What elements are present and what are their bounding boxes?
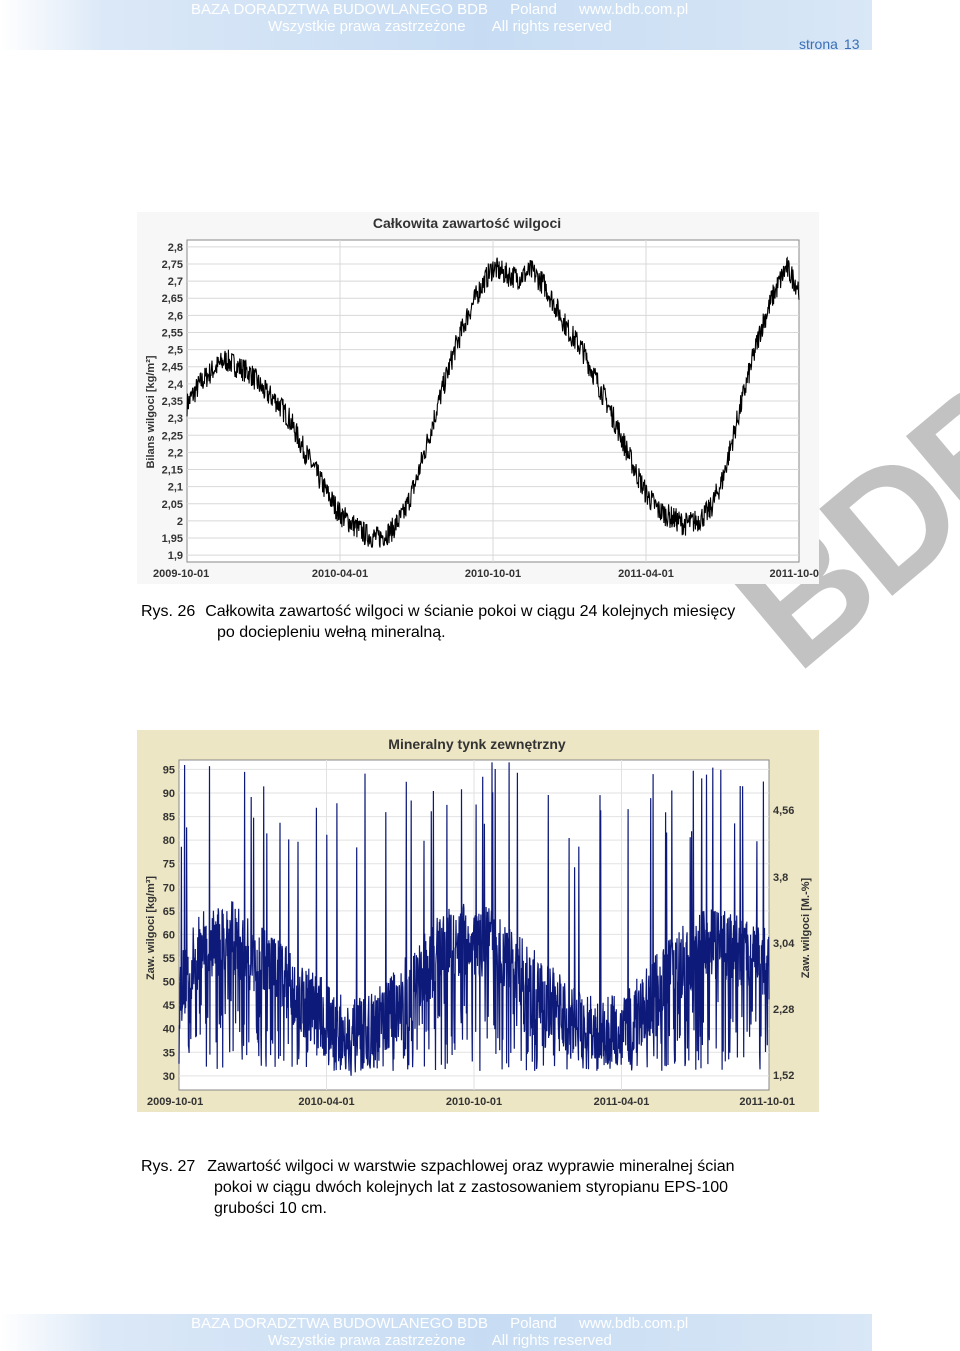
- header-website[interactable]: www.bdb.com.pl: [579, 1, 689, 18]
- header-rights-en: All rights reserved: [491, 18, 612, 35]
- chart1-ytick-label: 2,6: [168, 310, 183, 322]
- caption-27-text-2: pokoi w ciągu dwóch kolejnych lat z zast…: [214, 1179, 729, 1196]
- caption-27-number: Rys. 27: [141, 1158, 196, 1175]
- chart-mineral-plaster: Mineralny tynk zewnętrzny 95 90 85 80 75 70 65…: [137, 730, 819, 1112]
- chart1-ytick-label: 2,35: [162, 396, 183, 408]
- footer-rights-en: All rights reserved: [491, 1332, 612, 1349]
- chart1-ylabel: Bilans wilgoci [kg/m²]: [145, 355, 157, 468]
- header-country: Poland: [510, 1, 557, 18]
- chart1-xtick-label: 2011-04-01: [618, 568, 674, 580]
- footer-org: BAZA DORADZTWA BUDOWLANEGO BDB: [191, 1315, 488, 1332]
- chart2-y2tick-label: 4,56: [773, 805, 794, 817]
- chart1-ytick-label: 2,25: [162, 430, 183, 442]
- footer-line-1: BAZA DORADZTWA BUDOWLANEGO BDB Poland ww…: [191, 1315, 688, 1332]
- chart2-ytick-label: 35: [163, 1047, 175, 1059]
- chart2-y2tick-label: 2,28: [773, 1004, 794, 1016]
- chart1-ytick-label: 2: [177, 516, 183, 528]
- header-org: BAZA DORADZTWA BUDOWLANEGO BDB: [191, 1, 488, 18]
- chart2-ytick-label: 45: [163, 1000, 175, 1012]
- chart2-ytick-label: 75: [163, 859, 175, 871]
- chart2-y2label: Zaw. wilgoci [M.-%]: [800, 877, 812, 978]
- caption-27-text-3: grubości 10 cm.: [214, 1200, 327, 1217]
- chart1-ytick-label: 2,1: [168, 482, 183, 494]
- chart1-ytick-label: 2,45: [162, 362, 183, 374]
- caption-26-line-1: Rys. 26 Całkowita zawartość wilgoci w ści…: [141, 601, 941, 622]
- chart1-xtick-label: 2010-04-01: [312, 568, 368, 580]
- chart2-y2tick-label: 3,04: [773, 938, 795, 950]
- header-line-2: Wszystkie prawa zastrzeżone All rights r…: [268, 18, 612, 35]
- chart2-title: Mineralny tynk zewnętrzny: [388, 736, 566, 752]
- chart2-ytick-label: 85: [163, 812, 175, 824]
- chart2-y2tick-label: 1,52: [773, 1070, 794, 1082]
- footer-website[interactable]: www.bdb.com.pl: [579, 1315, 689, 1332]
- chart1-ytick-label: 2,3: [168, 413, 183, 425]
- caption-27-text-1: Zawartość wilgoci w warstwie szpachlowej…: [207, 1158, 735, 1175]
- caption-26-text-1: Całkowita zawartość wilgoci w ścianie po…: [205, 603, 736, 620]
- footer-rights-pl: Wszystkie prawa zastrzeżone: [268, 1332, 466, 1349]
- chart1-ytick-label: 2,5: [168, 345, 183, 357]
- chart2-ytick-label: 30: [163, 1071, 175, 1083]
- chart2-ytick-label: 60: [163, 929, 175, 941]
- chart1-xtick-label: 2011-10-0: [769, 568, 819, 580]
- chart1-ytick-label: 2,15: [162, 465, 183, 477]
- chart1-ytick-label: 2,75: [162, 259, 183, 271]
- chart1-xtick-label: 2010-10-01: [465, 568, 521, 580]
- chart1-ytick-label: 2,7: [168, 276, 183, 288]
- header-line-1: BAZA DORADZTWA BUDOWLANEGO BDB Poland ww…: [191, 1, 688, 18]
- chart2-ylabel: Zaw. wilgoci [kg/m³]: [145, 876, 157, 980]
- header-rights-pl: Wszystkie prawa zastrzeżone: [268, 18, 466, 35]
- chart2-ytick-label: 65: [163, 906, 175, 918]
- footer-country: Poland: [510, 1315, 557, 1332]
- chart2-xtick-label: 2009-10-01: [147, 1096, 203, 1108]
- caption-26-number: Rys. 26: [141, 603, 196, 620]
- page-number: strona 13: [799, 36, 860, 52]
- chart1-ytick-label: 2,65: [162, 293, 183, 305]
- chart1-ytick-label: 2,05: [162, 499, 183, 511]
- chart1-series-line: [186, 256, 800, 549]
- chart2-xtick-label: 2011-10-01: [739, 1096, 795, 1108]
- chart2-ytick-label: 40: [163, 1024, 175, 1036]
- chart-total-moisture: Całkowita zawartość wilgoci 2,8 2,75 2,7 2,…: [137, 212, 819, 584]
- caption-rys-27: Rys. 27 Zawartość wilgoci w warstwie szpa…: [141, 1156, 941, 1219]
- chart1-ytick-label: 2,4: [168, 379, 184, 391]
- chart1-title: Całkowita zawartość wilgoci: [373, 215, 561, 231]
- chart1-ytick-label: 1,95: [162, 533, 183, 545]
- caption-rys-26: Rys. 26 Całkowita zawartość wilgoci w ści…: [141, 601, 941, 643]
- chart1-ytick-label: 2,55: [162, 327, 183, 339]
- footer-band: BAZA DORADZTWA BUDOWLANEGO BDB Poland ww…: [0, 1314, 872, 1351]
- chart2-series-line: [178, 762, 770, 1076]
- footer-line-2: Wszystkie prawa zastrzeżone All rights r…: [268, 1332, 612, 1349]
- chart2-xtick-label: 2010-04-01: [298, 1096, 354, 1108]
- chart1-ytick-label: 2,8: [168, 242, 183, 254]
- chart2-ytick-label: 55: [163, 953, 175, 965]
- chart1-xtick-label: 2009-10-01: [153, 568, 209, 580]
- chart2-ytick-label: 80: [163, 835, 175, 847]
- caption-26-text-2: po dociepleniu wełną mineralną.: [217, 624, 446, 641]
- chart2-y2tick-label: 3,8: [773, 872, 788, 884]
- chart1-ytick-label: 2,2: [168, 447, 183, 459]
- chart2-xtick-label: 2011-04-01: [594, 1096, 650, 1108]
- page-label: strona: [799, 36, 838, 52]
- caption-27-line-1: Rys. 27 Zawartość wilgoci w warstwie szpa…: [141, 1156, 941, 1177]
- chart2-ytick-label: 90: [163, 788, 175, 800]
- chart2-xtick-label: 2010-10-01: [446, 1096, 502, 1108]
- page-number-value: 13: [843, 36, 860, 52]
- chart2-ytick-label: 50: [163, 977, 175, 989]
- chart2-ytick-label: 70: [163, 882, 175, 894]
- chart2-ytick-label: 95: [163, 764, 175, 776]
- chart1-ytick-label: 1,9: [168, 550, 183, 562]
- header-band: BAZA DORADZTWA BUDOWLANEGO BDB Poland ww…: [0, 0, 872, 50]
